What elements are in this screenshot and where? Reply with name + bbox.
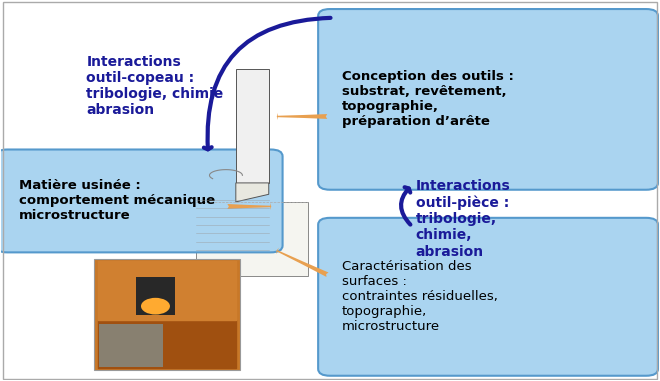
FancyBboxPatch shape (196, 202, 308, 276)
Circle shape (141, 298, 170, 315)
FancyBboxPatch shape (100, 324, 163, 367)
Text: Conception des outils :
substrat, revêtement,
topographie,
préparation d’arête: Conception des outils : substrat, revête… (342, 70, 513, 128)
Text: Caractérisation des
surfaces :
contraintes résiduelles,
topographie,
microstruct: Caractérisation des surfaces : contraint… (342, 260, 498, 333)
Text: Interactions
outil-copeau :
tribologie, chimie
abrasion: Interactions outil-copeau : tribologie, … (86, 55, 224, 117)
FancyBboxPatch shape (136, 277, 175, 315)
FancyBboxPatch shape (318, 218, 658, 376)
FancyBboxPatch shape (94, 259, 240, 370)
FancyBboxPatch shape (188, 75, 317, 282)
Polygon shape (236, 183, 269, 202)
Text: Matière usinée :
comportement mécanique
microstructure: Matière usinée : comportement mécanique … (19, 179, 215, 223)
FancyBboxPatch shape (0, 149, 282, 252)
Text: Interactions
outil-pièce :
tribologie,
chimie,
abrasion: Interactions outil-pièce : tribologie, c… (416, 179, 510, 259)
FancyBboxPatch shape (236, 69, 269, 183)
FancyBboxPatch shape (318, 9, 658, 190)
